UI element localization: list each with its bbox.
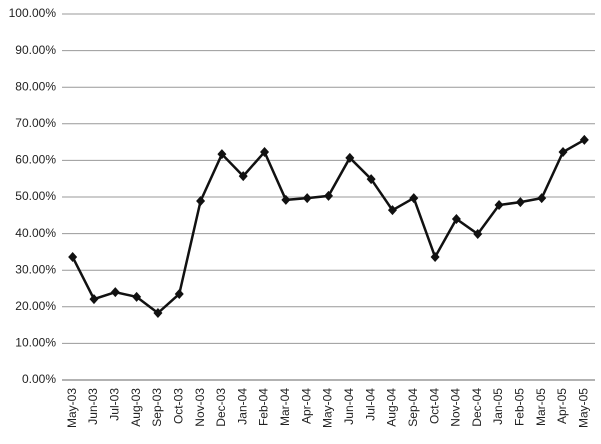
point-marker <box>515 197 525 208</box>
y-tick-label: 20.00% <box>15 299 56 313</box>
x-tick-label: Nov-03 <box>193 388 207 427</box>
point-marker <box>473 228 483 239</box>
point-marker <box>260 146 270 157</box>
point-marker <box>324 190 333 201</box>
y-tick-label: 60.00% <box>15 153 56 167</box>
point-marker <box>89 294 99 305</box>
point-marker <box>174 288 184 299</box>
y-tick-label: 70.00% <box>15 116 56 130</box>
x-tick-label: Dec-04 <box>470 388 484 427</box>
point-marker <box>217 149 227 160</box>
y-tick-label: 90.00% <box>15 43 56 57</box>
x-tick-label: Nov-04 <box>449 388 463 427</box>
point-marker <box>153 308 163 319</box>
point-marker <box>409 193 419 204</box>
x-tick-label: Mar-05 <box>534 388 548 426</box>
point-marker <box>345 152 355 163</box>
y-tick-label: 40.00% <box>15 226 56 240</box>
x-tick-label: Feb-05 <box>513 388 527 426</box>
point-marker <box>579 134 589 145</box>
point-marker <box>196 196 206 207</box>
x-tick-label: Oct-04 <box>427 388 441 424</box>
x-tick-label: Jan-04 <box>235 388 249 425</box>
x-tick-label: May-03 <box>65 388 79 428</box>
x-tick-label: Aug-03 <box>129 388 143 427</box>
x-tick-label: May-04 <box>321 388 335 428</box>
point-marker <box>537 193 547 204</box>
point-marker <box>68 252 78 263</box>
point-marker <box>366 174 376 185</box>
point-marker <box>451 213 461 224</box>
x-tick-label: Jun-03 <box>86 388 100 425</box>
x-tick-label: May-05 <box>577 388 591 428</box>
point-marker <box>430 252 440 263</box>
point-marker <box>281 194 291 205</box>
point-marker <box>110 287 120 298</box>
x-tick-label: Feb-04 <box>257 388 271 426</box>
y-tick-label: 0.00% <box>22 372 56 386</box>
x-tick-label: Jul-03 <box>107 388 121 421</box>
x-tick-label: Apr-04 <box>299 388 313 424</box>
x-tick-label: Jan-05 <box>491 388 505 425</box>
x-tick-label: Dec-03 <box>214 388 228 427</box>
point-marker <box>558 146 568 157</box>
x-tick-label: Jun-04 <box>342 388 356 425</box>
point-marker <box>132 291 142 302</box>
point-marker <box>302 193 312 204</box>
point-marker <box>494 200 504 211</box>
y-tick-label: 100.00% <box>9 6 57 20</box>
y-tick-label: 30.00% <box>15 262 56 276</box>
point-marker <box>387 205 397 216</box>
series-line <box>71 138 585 315</box>
y-tick-label: 50.00% <box>15 189 56 203</box>
x-tick-label: Aug-04 <box>385 388 399 427</box>
y-tick-label: 80.00% <box>15 79 56 93</box>
x-tick-label: Sep-03 <box>150 388 164 427</box>
point-marker <box>238 171 248 182</box>
x-tick-label: Apr-05 <box>555 388 569 424</box>
x-tick-label: Mar-04 <box>278 388 292 426</box>
x-tick-label: Oct-03 <box>171 388 185 424</box>
x-tick-label: Jul-04 <box>363 388 377 421</box>
y-tick-label: 10.00% <box>15 336 56 350</box>
x-tick-label: Sep-04 <box>406 388 420 427</box>
